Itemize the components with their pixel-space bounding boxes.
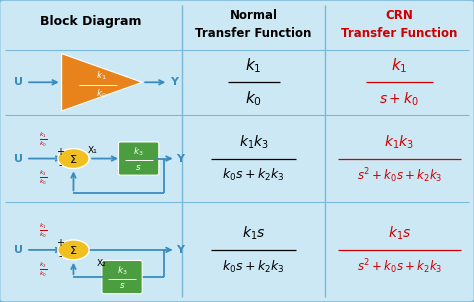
Text: U: U — [15, 245, 23, 255]
Bar — [182, 115, 469, 202]
Bar — [182, 50, 469, 115]
Text: $k_1s$: $k_1s$ — [388, 225, 411, 242]
Text: $k_3$: $k_3$ — [117, 264, 128, 277]
Text: Y: Y — [171, 77, 178, 87]
Text: $s$: $s$ — [119, 281, 125, 290]
Text: Y: Y — [176, 153, 184, 164]
Text: CRN: CRN — [385, 9, 413, 22]
Text: $s$: $s$ — [136, 162, 142, 172]
Circle shape — [58, 149, 89, 169]
Text: Normal: Normal — [229, 9, 278, 22]
Text: $k_1$: $k_1$ — [246, 56, 262, 75]
Text: Block Diagram: Block Diagram — [40, 15, 142, 28]
Text: $\frac{k_2}{k_0}$: $\frac{k_2}{k_0}$ — [38, 260, 47, 279]
Text: $\frac{k_2}{k_0}$: $\frac{k_2}{k_0}$ — [38, 169, 47, 188]
Text: $k_1k_3$: $k_1k_3$ — [238, 133, 269, 151]
Text: Transfer Function: Transfer Function — [341, 27, 457, 40]
Text: +: + — [56, 238, 64, 248]
Text: -: - — [58, 252, 62, 262]
Text: $\frac{k_1}{k_0}$: $\frac{k_1}{k_0}$ — [38, 130, 47, 149]
Text: $k_0s + k_2k_3$: $k_0s + k_2k_3$ — [222, 259, 285, 275]
FancyBboxPatch shape — [118, 142, 159, 175]
Text: $k_0$: $k_0$ — [96, 88, 107, 100]
Text: $k_1k_3$: $k_1k_3$ — [384, 133, 414, 151]
Text: $k_1$: $k_1$ — [96, 69, 107, 82]
Text: U: U — [15, 153, 23, 164]
Text: $s^2 + k_0s + k_2k_3$: $s^2 + k_0s + k_2k_3$ — [356, 257, 442, 276]
Bar — [182, 202, 469, 299]
Text: X₁: X₁ — [88, 146, 97, 155]
Text: $s^2 + k_0s + k_2k_3$: $s^2 + k_0s + k_2k_3$ — [356, 166, 442, 185]
Text: $\Sigma$: $\Sigma$ — [69, 153, 78, 165]
Text: $s + k_0$: $s + k_0$ — [380, 90, 419, 108]
Polygon shape — [62, 54, 142, 111]
Text: $k_1s$: $k_1s$ — [242, 225, 265, 242]
Text: +: + — [56, 147, 64, 157]
Text: $\frac{k_1}{k_0}$: $\frac{k_1}{k_0}$ — [38, 222, 47, 240]
Text: U: U — [15, 77, 23, 87]
Bar — [7, 202, 182, 299]
Circle shape — [58, 240, 89, 260]
Bar — [7, 115, 182, 202]
FancyBboxPatch shape — [102, 260, 142, 294]
Text: -: - — [58, 160, 62, 170]
Text: Y: Y — [176, 245, 184, 255]
Text: $k_3$: $k_3$ — [133, 146, 144, 158]
Bar — [7, 50, 182, 115]
Text: $k_0s + k_2k_3$: $k_0s + k_2k_3$ — [222, 167, 285, 183]
Text: $\Sigma$: $\Sigma$ — [69, 244, 78, 256]
Text: X₂: X₂ — [97, 259, 107, 268]
Text: Transfer Function: Transfer Function — [195, 27, 312, 40]
Text: $k_0$: $k_0$ — [245, 90, 262, 108]
Text: $k_1$: $k_1$ — [391, 56, 408, 75]
